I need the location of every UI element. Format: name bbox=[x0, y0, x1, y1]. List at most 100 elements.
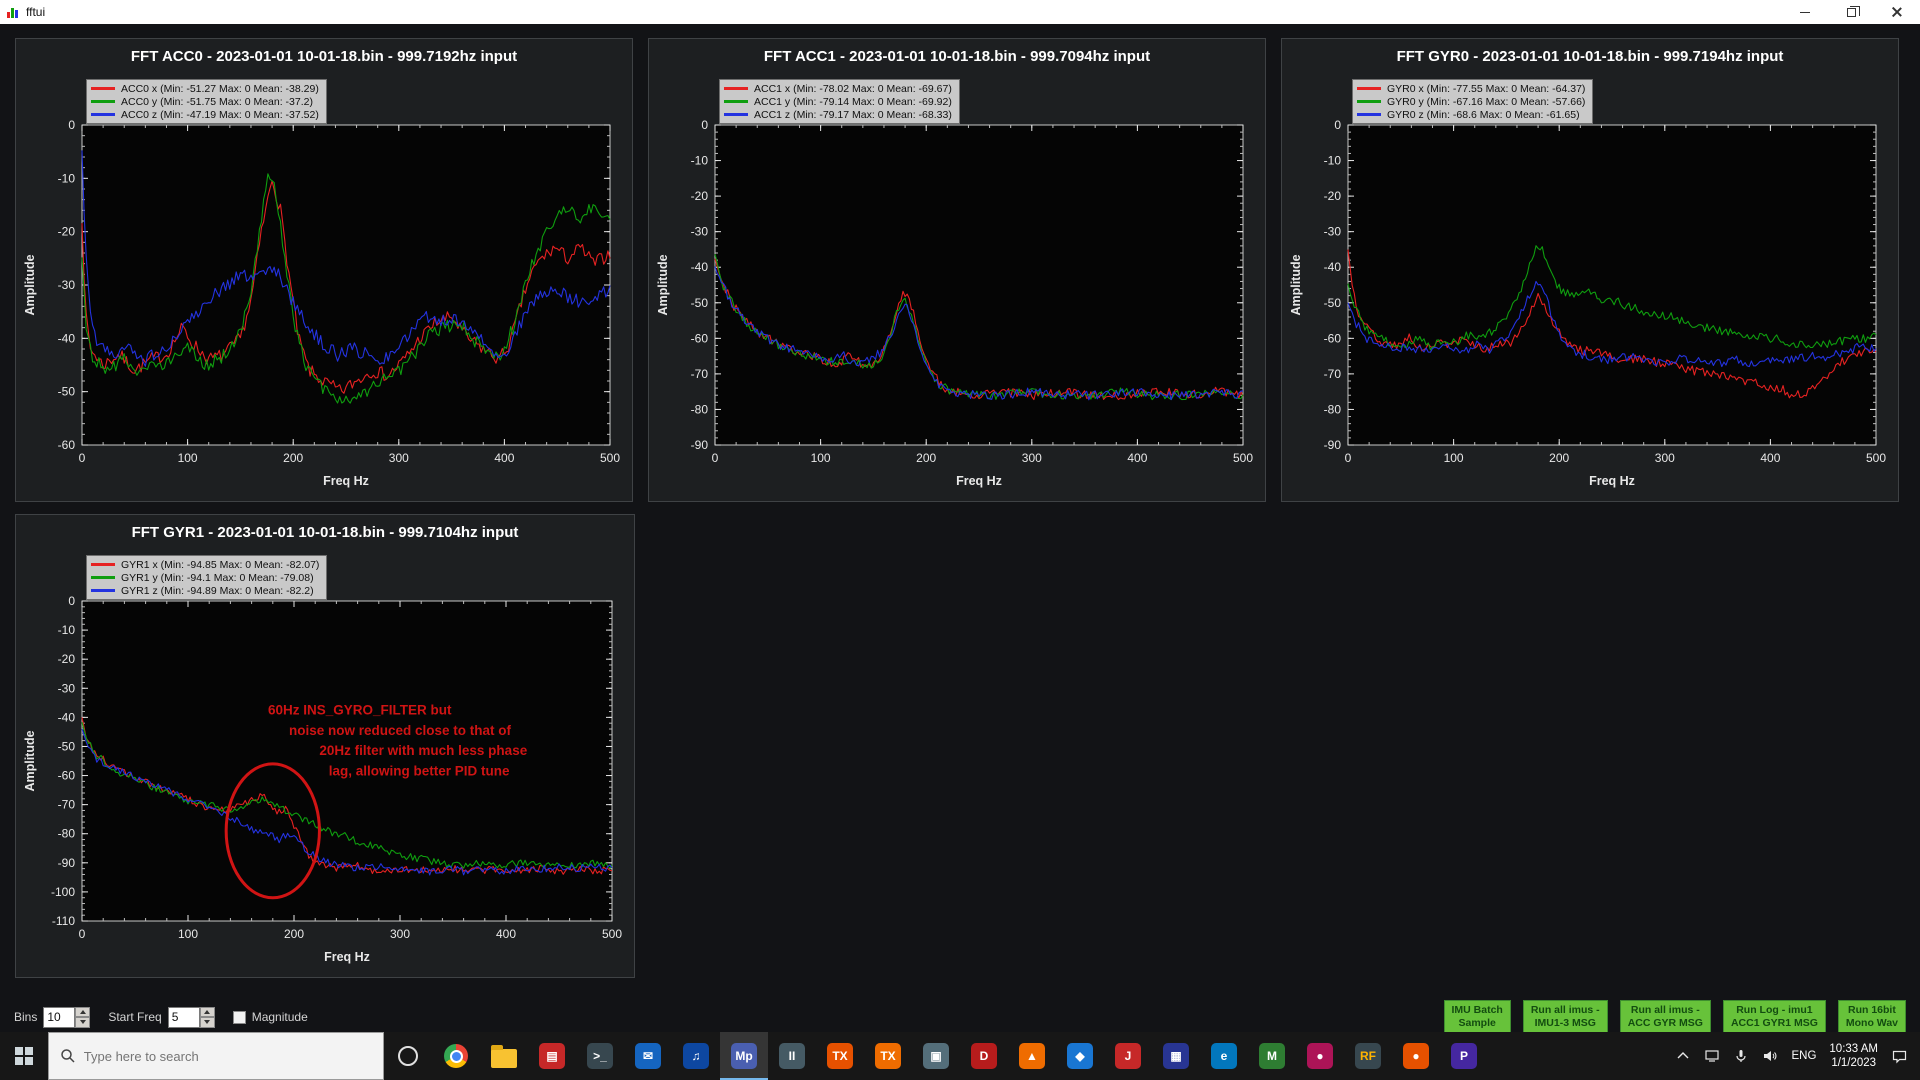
legend-item: ACC0 x (Min: -51.27 Max: 0 Mean: -38.29) bbox=[91, 82, 319, 95]
svg-text:200: 200 bbox=[284, 927, 304, 941]
taskbar-icon-rf-tool[interactable]: RF bbox=[1344, 1032, 1392, 1080]
editor-icon: e bbox=[1211, 1043, 1237, 1069]
magnitude-checkbox[interactable] bbox=[232, 1010, 246, 1024]
run-all-imus-acc-gyr-msg-button[interactable]: Run all imus - ACC GYR MSG bbox=[1619, 999, 1711, 1035]
legend-label: GYR1 y (Min: -94.1 Max: 0 Mean: -79.08) bbox=[121, 571, 314, 584]
taskbar-icon-cortana[interactable] bbox=[384, 1032, 432, 1080]
legend-item: GYR1 z (Min: -94.89 Max: 0 Mean: -82.2) bbox=[91, 584, 319, 597]
svg-text:-70: -70 bbox=[1324, 367, 1342, 381]
svg-text:-10: -10 bbox=[1324, 154, 1342, 168]
music-icon: ● bbox=[1307, 1043, 1333, 1069]
taskbar-icon-chrome[interactable] bbox=[432, 1032, 480, 1080]
windows-logo-icon bbox=[15, 1047, 33, 1065]
taskbar-icon-diamond-tool[interactable]: ◆ bbox=[1056, 1032, 1104, 1080]
clock[interactable]: 10:33 AM 1/1/2023 bbox=[1829, 1042, 1878, 1071]
legend-item: GYR1 y (Min: -94.1 Max: 0 Mean: -79.08) bbox=[91, 571, 319, 584]
svg-text:Amplitude: Amplitude bbox=[23, 254, 37, 315]
svg-text:0: 0 bbox=[68, 118, 75, 132]
legend-item: GYR1 x (Min: -94.85 Max: 0 Mean: -82.07) bbox=[91, 558, 319, 571]
taskbar-icon-brave[interactable]: ● bbox=[1392, 1032, 1440, 1080]
chevron-up-icon[interactable] bbox=[1675, 1048, 1691, 1064]
search-input[interactable] bbox=[83, 1048, 372, 1064]
fftui-icon: Mp bbox=[731, 1043, 757, 1069]
legend: ACC0 x (Min: -51.27 Max: 0 Mean: -38.29)… bbox=[86, 79, 327, 124]
taskbar-icon-pause-tool[interactable]: II bbox=[768, 1032, 816, 1080]
legend-swatch bbox=[724, 100, 748, 103]
chart-panel-gyr1: FFT GYR1 - 2023-01-01 10-01-18.bin - 999… bbox=[15, 514, 635, 978]
legend-item: GYR0 z (Min: -68.6 Max: 0 Mean: -61.65) bbox=[1357, 108, 1585, 121]
chart-panel-acc0: FFT ACC0 - 2023-01-01 10-01-18.bin - 999… bbox=[15, 38, 633, 502]
start-button[interactable] bbox=[0, 1032, 48, 1080]
maximize-button[interactable] bbox=[1828, 0, 1874, 24]
taskbar-icon-opentx[interactable]: TX bbox=[816, 1032, 864, 1080]
minimize-button[interactable] bbox=[1782, 0, 1828, 24]
svg-text:400: 400 bbox=[494, 451, 514, 465]
taskbar-icon-photos[interactable]: ▦ bbox=[1152, 1032, 1200, 1080]
taskbar-icon-journal[interactable]: J bbox=[1104, 1032, 1152, 1080]
volume-icon[interactable] bbox=[1762, 1048, 1778, 1064]
close-button[interactable] bbox=[1874, 0, 1920, 24]
chart-plot: 0 100 200 300 400 500 0 -10 -20 -30 -40 -50 -60 -70 -8… bbox=[656, 118, 1253, 488]
taskbar-icon-parallels[interactable]: P bbox=[1440, 1032, 1488, 1080]
taskbar-icon-terminal[interactable]: >_ bbox=[576, 1032, 624, 1080]
taskbar-icon-mail[interactable]: ✉ bbox=[624, 1032, 672, 1080]
legend-label: GYR0 z (Min: -68.6 Max: 0 Mean: -61.65) bbox=[1387, 108, 1580, 121]
mic-icon[interactable] bbox=[1733, 1048, 1749, 1064]
media-player-icon: ♫ bbox=[683, 1043, 709, 1069]
run-16bit-mono-wav-button[interactable]: Run 16bit Mono Wav bbox=[1837, 999, 1906, 1035]
run-all-imus-imu1-3-msg-button[interactable]: Run all imus - IMU1-3 MSG bbox=[1522, 999, 1608, 1035]
chart-title: FFT GYR1 - 2023-01-01 10-01-18.bin - 999… bbox=[131, 524, 519, 541]
svg-text:-40: -40 bbox=[58, 710, 76, 724]
taskbar-icon-media-player[interactable]: ♫ bbox=[672, 1032, 720, 1080]
legend-label: ACC1 z (Min: -79.17 Max: 0 Mean: -68.33) bbox=[754, 108, 952, 121]
language-indicator[interactable]: ENG bbox=[1791, 1050, 1817, 1062]
legend-swatch bbox=[91, 576, 115, 579]
series-acc0-y bbox=[81, 173, 611, 404]
legend-item: ACC1 y (Min: -79.14 Max: 0 Mean: -69.92) bbox=[724, 95, 952, 108]
svg-text:-40: -40 bbox=[1324, 260, 1342, 274]
imu-batch-sample-button[interactable]: IMU Batch Sample bbox=[1443, 999, 1511, 1035]
bins-spinner bbox=[75, 1006, 91, 1028]
series-gyr0-z bbox=[1347, 280, 1877, 368]
taskbar-icon-music[interactable]: ● bbox=[1296, 1032, 1344, 1080]
bins-spinner-up[interactable] bbox=[75, 1006, 91, 1017]
legend-label: GYR1 z (Min: -94.89 Max: 0 Mean: -82.2) bbox=[121, 584, 314, 597]
taskbar-icon-discord[interactable]: D bbox=[960, 1032, 1008, 1080]
chart-title: FFT ACC0 - 2023-01-01 10-01-18.bin - 999… bbox=[130, 48, 518, 65]
taskbar-search[interactable] bbox=[48, 1032, 384, 1080]
bins-input[interactable] bbox=[43, 1006, 76, 1028]
taskbar-icon-display-tool[interactable]: ▣ bbox=[912, 1032, 960, 1080]
display-icon[interactable] bbox=[1704, 1048, 1720, 1064]
start-freq-input[interactable] bbox=[167, 1006, 200, 1028]
taskbar-icon-file-explorer[interactable] bbox=[480, 1032, 528, 1080]
taskbar-icon-messaging[interactable]: M bbox=[1248, 1032, 1296, 1080]
svg-text:-20: -20 bbox=[58, 652, 76, 666]
taskbar-icon-remote-desktop[interactable]: ▤ bbox=[528, 1032, 576, 1080]
system-tray: ENG 10:33 AM 1/1/2023 bbox=[1663, 1032, 1920, 1080]
svg-text:-50: -50 bbox=[691, 296, 709, 310]
taskbar-icon-fftui[interactable]: Mp bbox=[720, 1032, 768, 1080]
legend: GYR1 x (Min: -94.85 Max: 0 Mean: -82.07)… bbox=[86, 555, 328, 600]
svg-text:-30: -30 bbox=[58, 278, 76, 292]
bins-control: Bins bbox=[14, 1006, 91, 1028]
taskbar-icon-opentx-companion[interactable]: TX bbox=[864, 1032, 912, 1080]
svg-text:-20: -20 bbox=[58, 225, 76, 239]
bins-label: Bins bbox=[14, 1010, 38, 1024]
opentx-companion-icon: TX bbox=[875, 1043, 901, 1069]
legend: ACC1 x (Min: -78.02 Max: 0 Mean: -69.67)… bbox=[719, 79, 960, 124]
svg-text:300: 300 bbox=[1022, 451, 1042, 465]
legend: GYR0 x (Min: -77.55 Max: 0 Mean: -64.37)… bbox=[1352, 79, 1594, 124]
clock-date: 1/1/2023 bbox=[1831, 1057, 1877, 1069]
notification-icon[interactable] bbox=[1891, 1048, 1908, 1064]
taskbar-icon-vlc[interactable]: ▲ bbox=[1008, 1032, 1056, 1080]
legend-swatch bbox=[1357, 100, 1381, 103]
bins-spinner-down[interactable] bbox=[75, 1017, 91, 1028]
svg-text:100: 100 bbox=[811, 451, 831, 465]
legend-swatch bbox=[724, 113, 748, 116]
start-freq-spinner-down[interactable] bbox=[199, 1017, 215, 1028]
legend-item: ACC1 z (Min: -79.17 Max: 0 Mean: -68.33) bbox=[724, 108, 952, 121]
legend-swatch bbox=[1357, 87, 1381, 90]
start-freq-spinner-up[interactable] bbox=[199, 1006, 215, 1017]
taskbar-icon-editor[interactable]: e bbox=[1200, 1032, 1248, 1080]
run-log-imu1-acc1-gyr1-msg-button[interactable]: Run Log - imu1 ACC1 GYR1 MSG bbox=[1722, 999, 1826, 1035]
